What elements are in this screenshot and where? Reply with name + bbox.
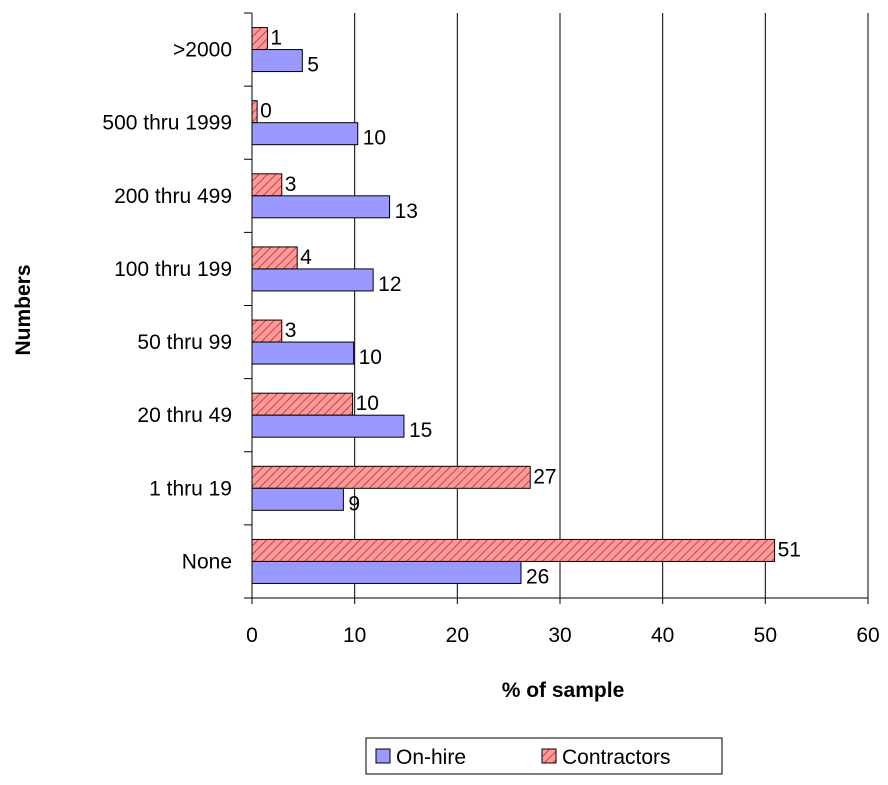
y-tick-label: 500 thru 1999 xyxy=(102,112,232,135)
bar-on-hire xyxy=(251,487,344,511)
y-axis-title: Numbers xyxy=(12,264,35,355)
bar-contractors xyxy=(251,465,531,489)
data-label-on-hire: 12 xyxy=(378,273,401,296)
data-label-contractors: 3 xyxy=(285,319,297,342)
data-label-contractors: 51 xyxy=(778,538,801,561)
data-label-on-hire: 9 xyxy=(348,492,360,515)
data-label-on-hire: 13 xyxy=(395,200,418,223)
y-tick-label: 1 thru 19 xyxy=(149,477,232,500)
bar-contractors xyxy=(251,319,283,343)
x-tick-label: 20 xyxy=(446,624,469,647)
data-label-on-hire: 10 xyxy=(359,346,382,369)
x-axis-title: % of sample xyxy=(502,679,625,702)
data-label-on-hire: 26 xyxy=(526,565,549,588)
x-tick-label: 40 xyxy=(651,624,674,647)
bar-on-hire xyxy=(251,49,303,73)
bar-contractors xyxy=(251,100,258,124)
x-tick-label: 10 xyxy=(343,624,366,647)
y-tick-label: 100 thru 199 xyxy=(114,258,232,281)
data-label-contractors: 27 xyxy=(533,465,556,488)
bar-on-hire xyxy=(251,414,405,438)
bar-contractors xyxy=(251,27,268,51)
data-label-on-hire: 10 xyxy=(363,127,386,150)
data-label-on-hire: 15 xyxy=(409,419,432,442)
bar-contractors xyxy=(251,246,298,270)
bar-contractors xyxy=(251,538,776,562)
bar-contractors xyxy=(251,173,283,197)
bar-on-hire xyxy=(251,195,391,219)
x-tick-label: 60 xyxy=(856,624,879,647)
x-tick-label: 30 xyxy=(548,624,571,647)
data-label-contractors: 3 xyxy=(285,173,297,196)
legend-swatch-contractors xyxy=(541,748,557,764)
bar-on-hire xyxy=(251,122,359,146)
legend-swatch-on-hire xyxy=(375,748,391,764)
y-tick-label: None xyxy=(182,550,232,573)
data-label-on-hire: 5 xyxy=(307,54,319,77)
data-label-contractors: 1 xyxy=(270,27,282,50)
x-tick-label: 0 xyxy=(246,624,258,647)
bars xyxy=(251,27,776,584)
y-tick-label: >2000 xyxy=(173,39,232,62)
bar-on-hire xyxy=(251,560,522,584)
y-tick-label: 200 thru 499 xyxy=(114,185,232,208)
y-tick-label: 20 thru 49 xyxy=(137,404,232,427)
y-tick-label: 50 thru 99 xyxy=(137,331,232,354)
legend-label-on-hire: On-hire xyxy=(396,746,466,769)
data-label-contractors: 0 xyxy=(260,100,272,123)
bar-on-hire xyxy=(251,268,374,292)
data-label-contractors: 10 xyxy=(356,392,379,415)
data-label-contractors: 4 xyxy=(300,246,312,269)
legend-label-contractors: Contractors xyxy=(562,746,671,769)
x-tick-label: 50 xyxy=(754,624,777,647)
legend: On-hire Contractors xyxy=(365,737,723,775)
gridlines xyxy=(354,13,869,598)
bar-on-hire xyxy=(251,341,355,365)
bar-contractors xyxy=(251,392,354,416)
